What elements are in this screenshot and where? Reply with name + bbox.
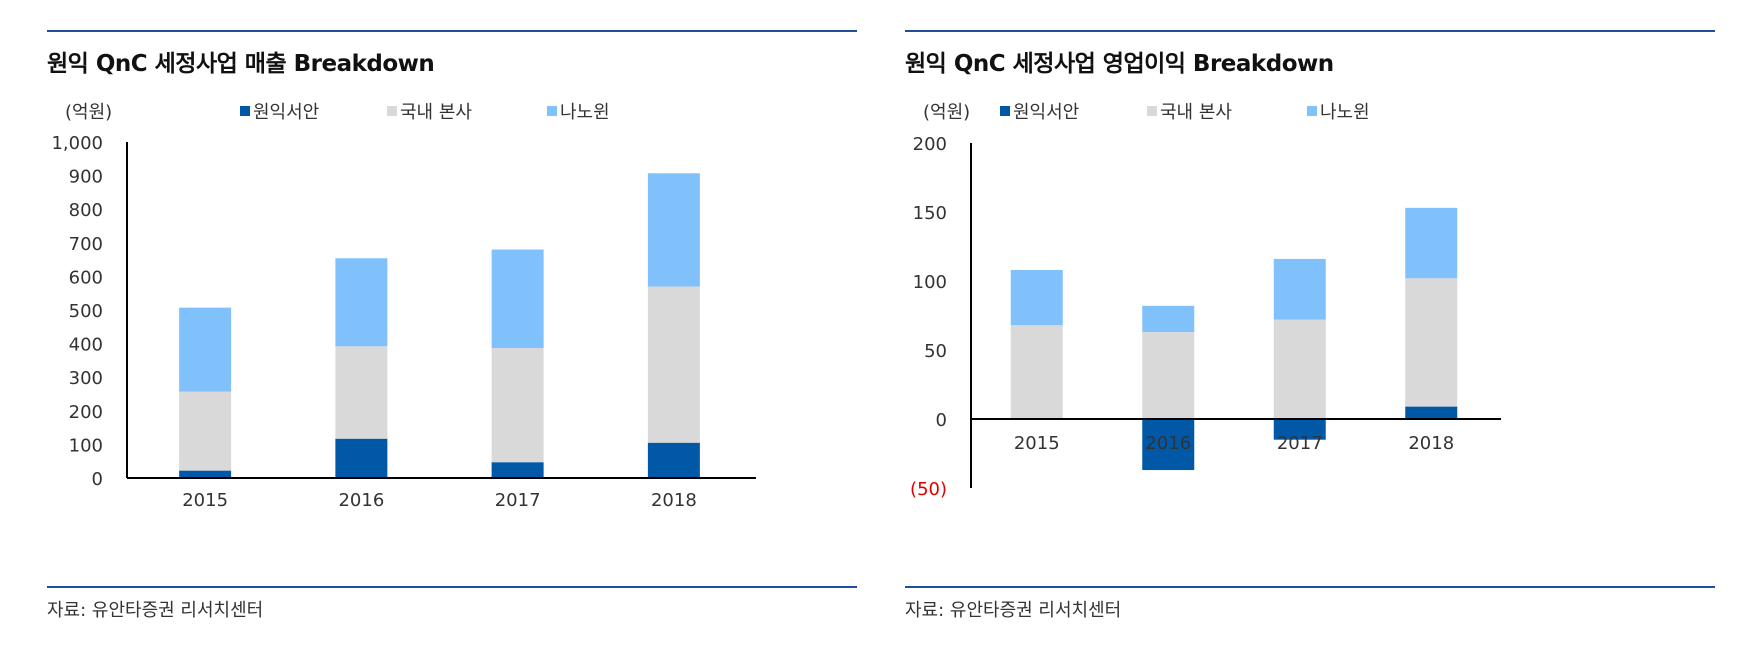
chart-title: 원익 QnC 세정사업 영업이익 Breakdown — [905, 51, 1334, 77]
y-tick-label: 600 — [69, 267, 103, 288]
x-tick-label: 2018 — [651, 490, 697, 511]
operating-profit-chart: (억원) 원익서안 국내 본사 나노윈 (50) 0 50 100 150 200 2015 2016… — [910, 102, 1501, 500]
x-tick-label: 2016 — [1145, 433, 1191, 454]
bar-segment — [179, 307, 232, 392]
y-tick-label: 200 — [69, 402, 103, 423]
bar-segment — [179, 470, 232, 478]
y-unit-label: (억원) — [923, 102, 970, 123]
y-tick-label: 800 — [69, 200, 103, 221]
bar-segment — [335, 346, 388, 439]
y-unit-label: (억원) — [65, 102, 112, 123]
y-tick-label: 200 — [913, 134, 947, 155]
source-note: 자료: 유안타증권 리서치센터 — [47, 600, 264, 621]
y-tick-label: 700 — [69, 234, 103, 255]
legend-swatch — [240, 106, 250, 116]
revenue-chart: (억원) 원익서안 국내 본사 나노윈 0 100 200 300 400 500 600 700 80… — [51, 102, 756, 511]
legend-swatch — [547, 106, 557, 116]
legend-label: 국내 본사 — [400, 102, 472, 123]
y-tick-label: (50) — [910, 479, 947, 500]
bar-segment — [647, 442, 700, 478]
bar-segment — [491, 347, 544, 463]
y-tick-label: 150 — [913, 203, 947, 224]
bar-segment — [1273, 258, 1326, 320]
top-rule — [47, 30, 857, 32]
legend-swatch — [1147, 106, 1157, 116]
legend-swatch — [1307, 106, 1317, 116]
bar-segment — [179, 391, 232, 471]
y-tick-label: 100 — [913, 272, 947, 293]
legend-label: 나노윈 — [1320, 102, 1370, 123]
y-tick-label: 400 — [69, 335, 103, 356]
bar-segment — [1405, 278, 1458, 407]
revenue-chart-panel: 원익 QnC 세정사업 매출 Breakdown (억원) 원익서안 국내 본사 나노… — [47, 0, 857, 646]
bar-segment — [335, 438, 388, 478]
chart-title: 원익 QnC 세정사업 매출 Breakdown — [47, 51, 435, 77]
legend-swatch — [1000, 106, 1010, 116]
y-tick-label: 1,000 — [51, 133, 103, 154]
legend-label: 국내 본사 — [1160, 102, 1232, 123]
x-tick-label: 2017 — [495, 490, 541, 511]
bar-segment — [335, 258, 388, 347]
bar-segment — [1142, 332, 1195, 419]
operating-profit-chart-panel: 원익 QnC 세정사업 영업이익 Breakdown (억원) 원익서안 국내 본사… — [905, 0, 1715, 646]
y-tick-label: 900 — [69, 167, 103, 188]
bar-segment — [1273, 419, 1326, 440]
legend-label: 원익서안 — [253, 102, 319, 123]
legend-label: 원익서안 — [1013, 102, 1079, 123]
bar-segment — [1405, 207, 1458, 279]
bar-segment — [1142, 305, 1195, 333]
bar-segment — [1010, 269, 1063, 326]
y-tick-label: 500 — [69, 301, 103, 322]
y-tick-label: 300 — [69, 368, 103, 389]
bar-segment — [1010, 325, 1063, 419]
bar-segment — [491, 462, 544, 478]
x-tick-label: 2015 — [182, 490, 228, 511]
bar-segment — [647, 286, 700, 443]
x-tick-label: 2018 — [1408, 433, 1454, 454]
y-tick-label: 100 — [69, 435, 103, 456]
source-note: 자료: 유안타증권 리서치센터 — [905, 600, 1122, 621]
x-tick-label: 2017 — [1277, 433, 1323, 454]
x-tick-label: 2015 — [1014, 433, 1060, 454]
legend-swatch — [387, 106, 397, 116]
bottom-rule — [905, 586, 1715, 588]
bottom-rule — [47, 586, 857, 588]
bar-segment — [647, 173, 700, 287]
bar-segment — [491, 249, 544, 348]
bar-segment — [1273, 319, 1326, 419]
y-tick-label: 0 — [936, 410, 947, 431]
y-tick-label: 50 — [924, 341, 947, 362]
bar-segment — [1142, 419, 1195, 471]
x-tick-label: 2016 — [338, 490, 384, 511]
bar-segment — [1405, 406, 1458, 419]
top-rule — [905, 30, 1715, 32]
y-tick-label: 0 — [92, 469, 103, 490]
legend-label: 나노윈 — [560, 102, 610, 123]
